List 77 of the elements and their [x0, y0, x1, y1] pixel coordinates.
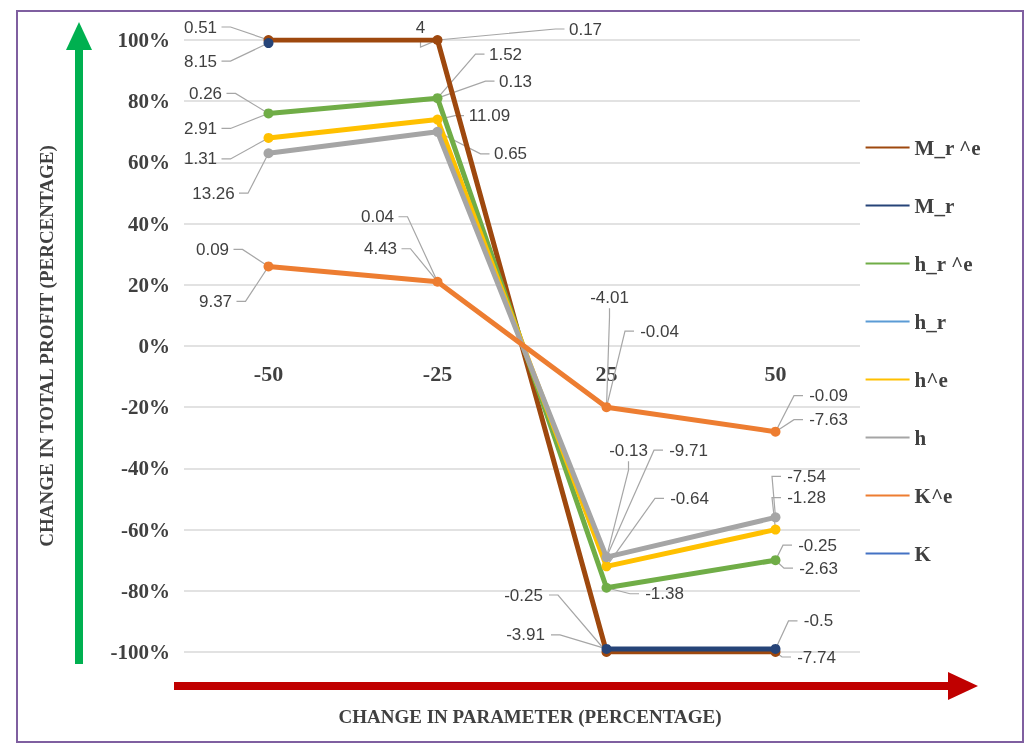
annotation: -0.5 [803, 611, 834, 631]
y-tick-label: 60% [128, 150, 170, 175]
annotation: 1.31 [183, 149, 218, 169]
y-tick-label: 0% [138, 334, 170, 358]
point [601, 643, 612, 654]
point [432, 126, 443, 137]
y-tick-label: -80% [121, 578, 170, 603]
annotation: -2.63 [799, 558, 838, 578]
annotation: 9.37 [198, 291, 233, 311]
annotation: 0.13 [498, 71, 533, 91]
annotation: -4.01 [590, 287, 629, 307]
annotation: -0.13 [609, 440, 648, 460]
annotation: 0.51 [183, 17, 218, 37]
annotation: -3.91 [506, 625, 545, 645]
annotation: 11.09 [468, 106, 511, 126]
annotation: -0.64 [670, 488, 709, 508]
point [263, 38, 274, 49]
annotation: 0.09 [195, 239, 230, 259]
point [432, 93, 443, 104]
annotation: -9.71 [669, 440, 708, 460]
annotation: 2.91 [183, 118, 218, 138]
point [432, 35, 443, 45]
y-tick-label: 80% [128, 89, 170, 114]
point [601, 561, 612, 572]
point [263, 261, 274, 272]
point [601, 552, 612, 563]
point [770, 512, 781, 523]
legend-label: K^e [914, 483, 953, 508]
legend-label: M_r ^e [914, 135, 981, 160]
legend-label: h_r [914, 309, 947, 334]
legend-label: h_r ^e [914, 251, 973, 276]
point [263, 148, 274, 159]
annotation: -1.28 [787, 488, 826, 508]
legend-label: M_r [914, 193, 955, 218]
annotation: 0.65 [493, 144, 528, 164]
annotation: 13.26 [192, 183, 235, 203]
x-tick-label: -25 [422, 360, 453, 386]
y-tick-label: 40% [128, 211, 170, 236]
annotation: -1.38 [645, 584, 684, 604]
legend-label: K [914, 541, 932, 566]
point [770, 555, 781, 566]
y-tick-label: -40% [121, 456, 170, 481]
legend-label: h [914, 425, 927, 450]
annotation: -7.54 [787, 466, 826, 486]
point [770, 643, 781, 654]
annotation: 4.43 [363, 239, 398, 259]
point [263, 132, 274, 143]
x-axis-title: CHANGE IN PARAMETER (PERCENTAGE) [338, 705, 722, 728]
y-tick-label: 100% [117, 28, 170, 52]
annotation: 8.15 [183, 51, 218, 71]
annotation: 0.26 [188, 83, 223, 103]
y-tick-label: -20% [121, 395, 170, 420]
point [770, 426, 781, 437]
annotation: -0.25 [504, 585, 543, 605]
point [263, 108, 274, 119]
x-tick-label: 25 [595, 360, 618, 386]
annotation: 1.52 [488, 44, 523, 64]
annotation: -0.04 [640, 321, 679, 341]
point [601, 582, 612, 593]
y-tick-label: -100% [110, 640, 170, 664]
point [432, 276, 443, 287]
annotation: 0.04 [360, 207, 395, 227]
annotation: -7.63 [809, 410, 848, 430]
annotation: 4 [415, 17, 426, 37]
x-tick-label: -50 [253, 360, 284, 386]
y-axis-title: CHANGE IN TOTAL PROFIT (PERCENTAGE) [36, 145, 58, 547]
annotation: -0.25 [798, 535, 837, 555]
annotation: 0.17 [568, 19, 603, 39]
x-tick-label: 50 [764, 360, 787, 386]
y-tick-label: 20% [128, 272, 170, 297]
annotation: -7.74 [797, 647, 836, 667]
point [770, 524, 781, 535]
point [432, 114, 443, 125]
annotation: -0.09 [809, 386, 848, 406]
legend-label: h^e [914, 367, 948, 392]
y-tick-label: -60% [121, 517, 170, 542]
point [601, 402, 612, 413]
